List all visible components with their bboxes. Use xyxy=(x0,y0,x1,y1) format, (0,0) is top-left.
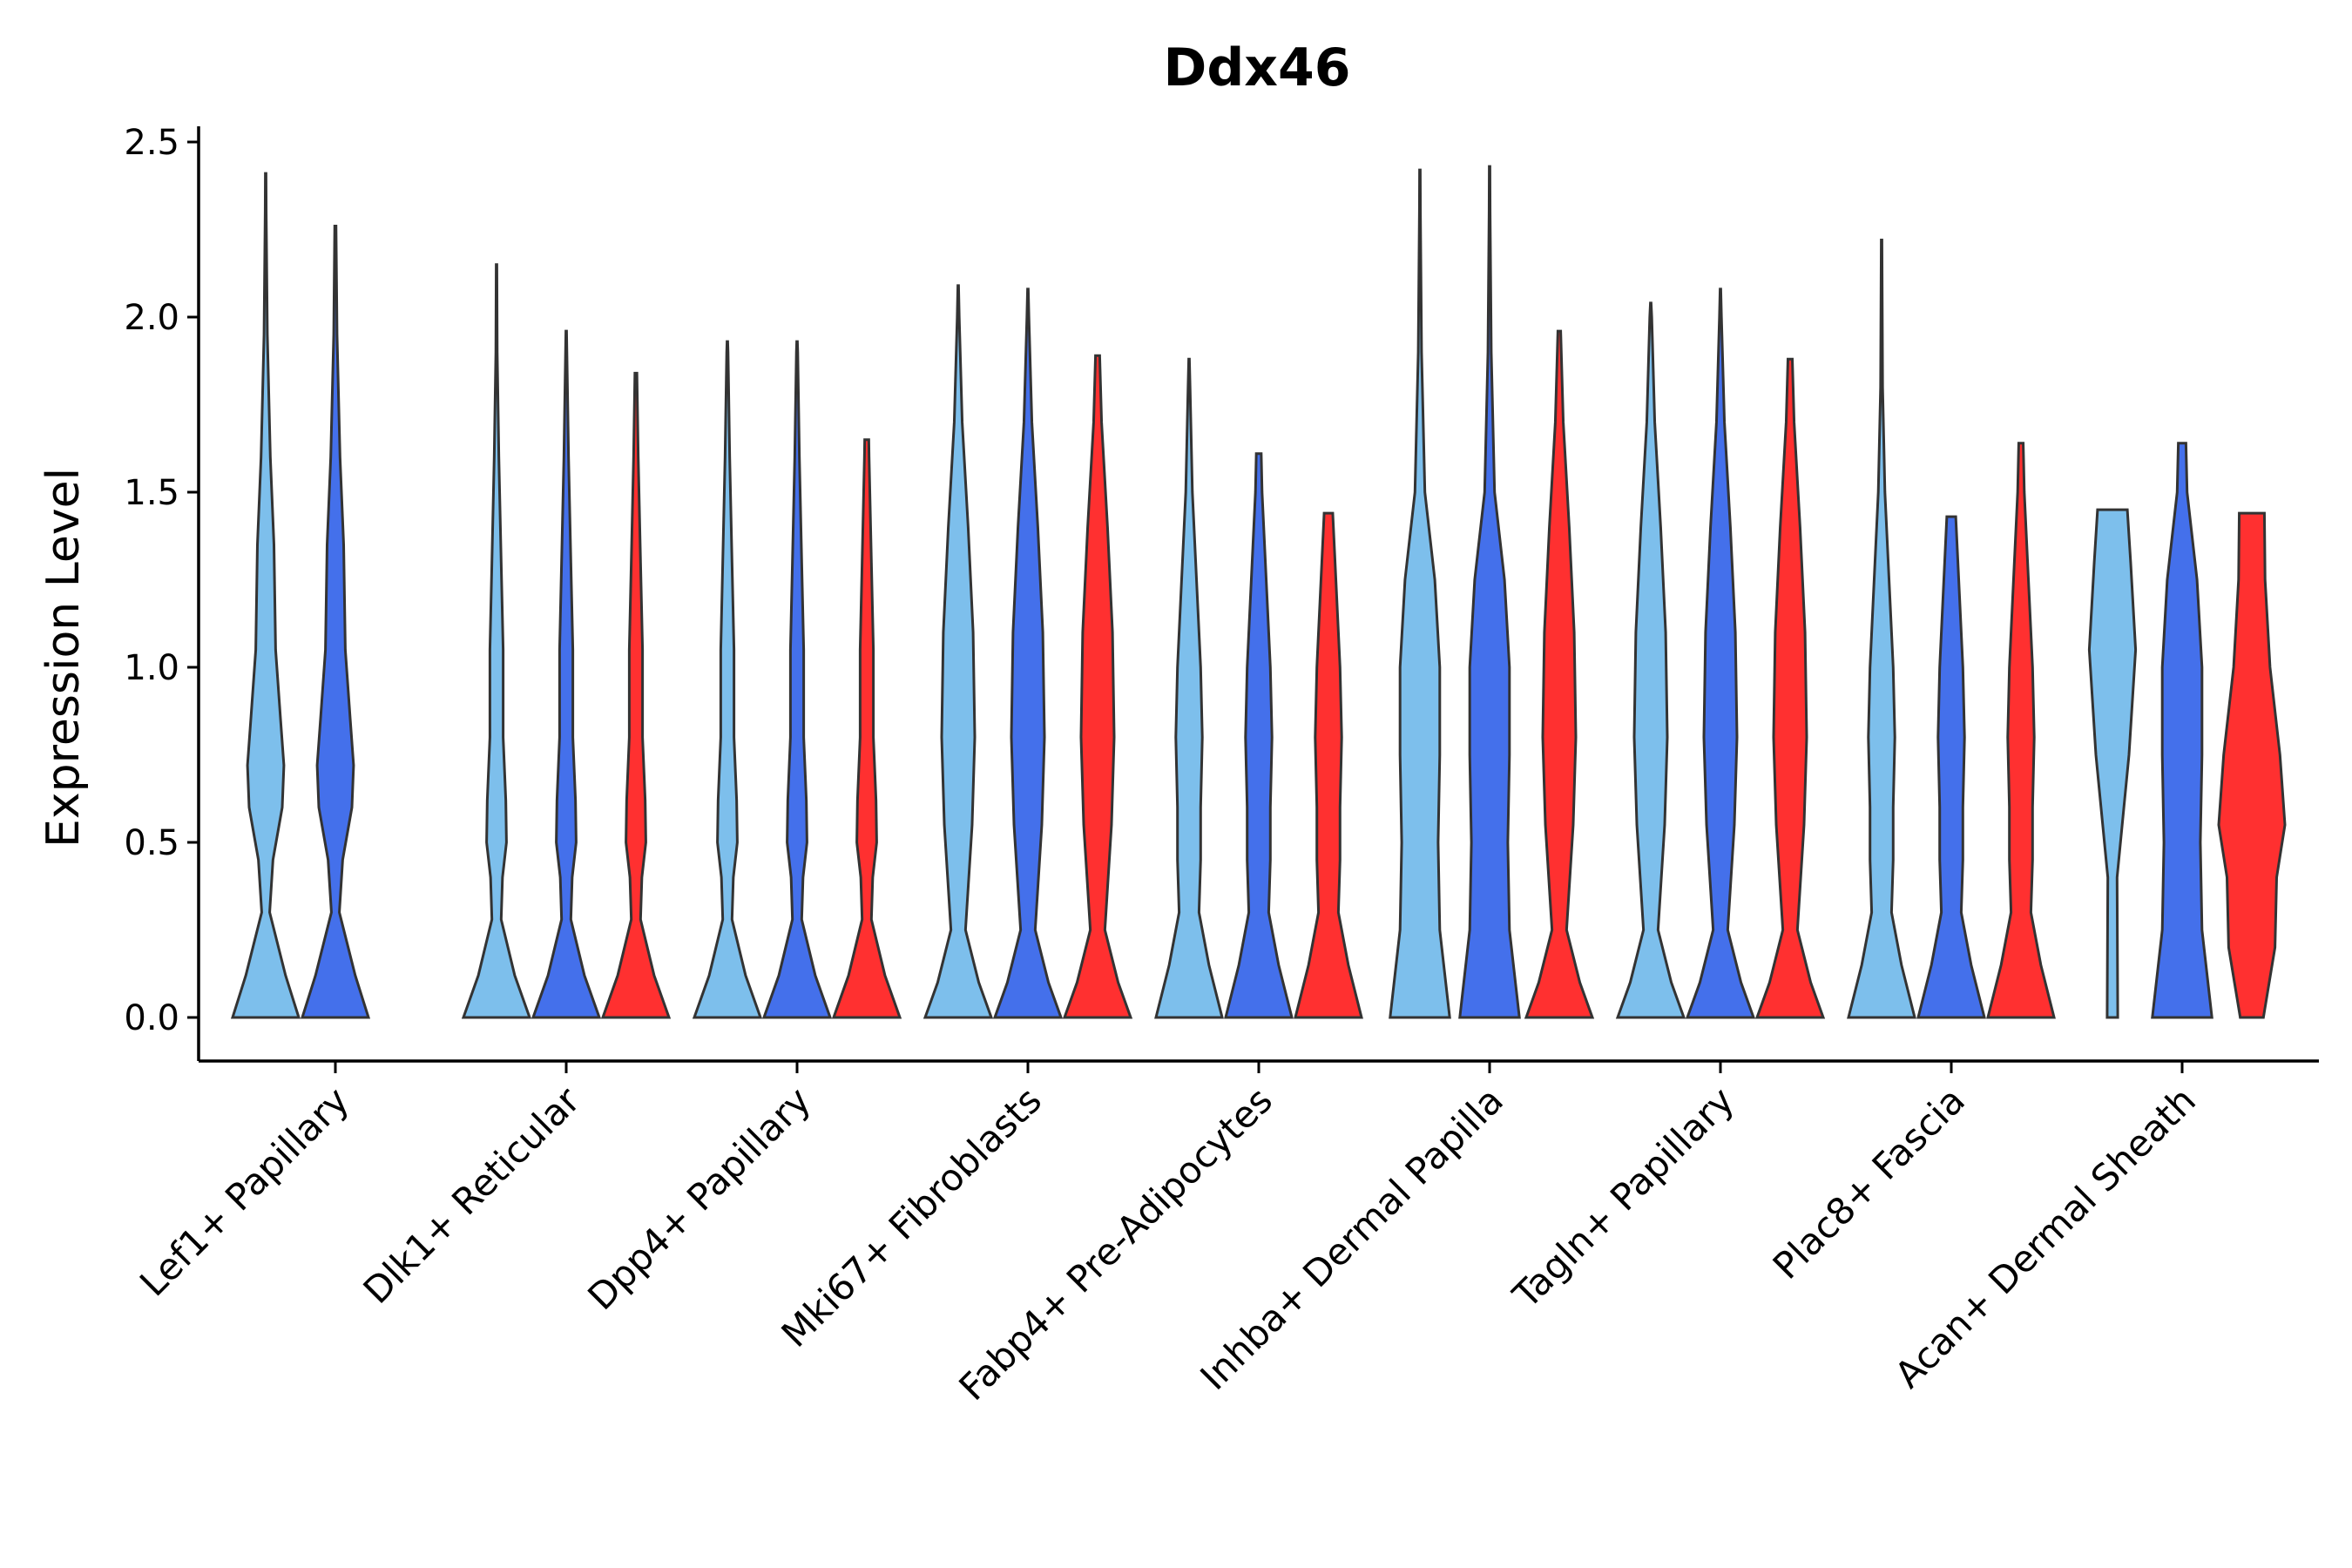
violin-group-3-6 xyxy=(1524,329,1595,1019)
violin-group-2-3 xyxy=(761,340,833,1019)
violin-group-1-2 xyxy=(461,263,532,1019)
x-tick-label: Plac8+ Fascia xyxy=(1765,1078,1973,1287)
violin-group-2-6 xyxy=(1458,165,1521,1019)
y-tick-label: 1.0 xyxy=(124,648,179,688)
violin-group-1-5 xyxy=(1154,357,1224,1019)
violin-group-3-7 xyxy=(1754,357,1826,1019)
violin-group-2-4 xyxy=(992,287,1064,1019)
violin-group-1-6 xyxy=(1389,168,1451,1019)
violin-group-3-3 xyxy=(831,438,902,1019)
y-tick-label: 2.5 xyxy=(124,123,179,163)
violin-group-1-8 xyxy=(1847,239,1916,1019)
violin-group-2-5 xyxy=(1224,452,1294,1019)
y-axis: 0.0 0.5 1.0 1.5 2.0 2.5 xyxy=(124,123,200,1061)
x-tick-label: Lef1+ Papillary xyxy=(132,1078,357,1304)
y-tick-label: 2.0 xyxy=(124,298,179,338)
violin-group-2-7 xyxy=(1685,287,1756,1019)
violin-group-2-8 xyxy=(1916,515,1986,1019)
x-tick-label: Mki67+ Fibroblasts xyxy=(774,1078,1050,1355)
x-tick-label: Dpp4+ Papillary xyxy=(579,1078,819,1318)
y-tick-label: 0.5 xyxy=(124,823,179,863)
violin-group-3-9 xyxy=(2217,511,2287,1019)
x-tick-label: Tagln+ Papillary xyxy=(1504,1078,1742,1316)
y-axis-label: Expression Level xyxy=(37,468,90,848)
violin-group-1-4 xyxy=(923,284,994,1019)
violin-group-1-3 xyxy=(692,340,763,1019)
violin-group-1-1 xyxy=(230,172,301,1019)
x-tick-label: Dlk1+ Reticular xyxy=(355,1078,589,1312)
y-tick-label: 1.5 xyxy=(124,473,179,513)
violin-group-3-2 xyxy=(600,371,672,1019)
violin-group-2-2 xyxy=(531,329,602,1019)
chart-title: Ddx46 xyxy=(1164,37,1351,98)
violin-group-1-9 xyxy=(2087,508,2138,1019)
violin-group-3-8 xyxy=(1986,442,2056,1019)
violin-group-2-1 xyxy=(300,224,371,1019)
y-tick-label: 0.0 xyxy=(124,998,179,1038)
violin-group-3-4 xyxy=(1062,354,1133,1019)
violin-group-1-7 xyxy=(1615,301,1686,1019)
violin-group-2-9 xyxy=(2151,442,2213,1019)
violin-group-3-5 xyxy=(1294,511,1363,1019)
violin-layer xyxy=(230,165,2287,1019)
